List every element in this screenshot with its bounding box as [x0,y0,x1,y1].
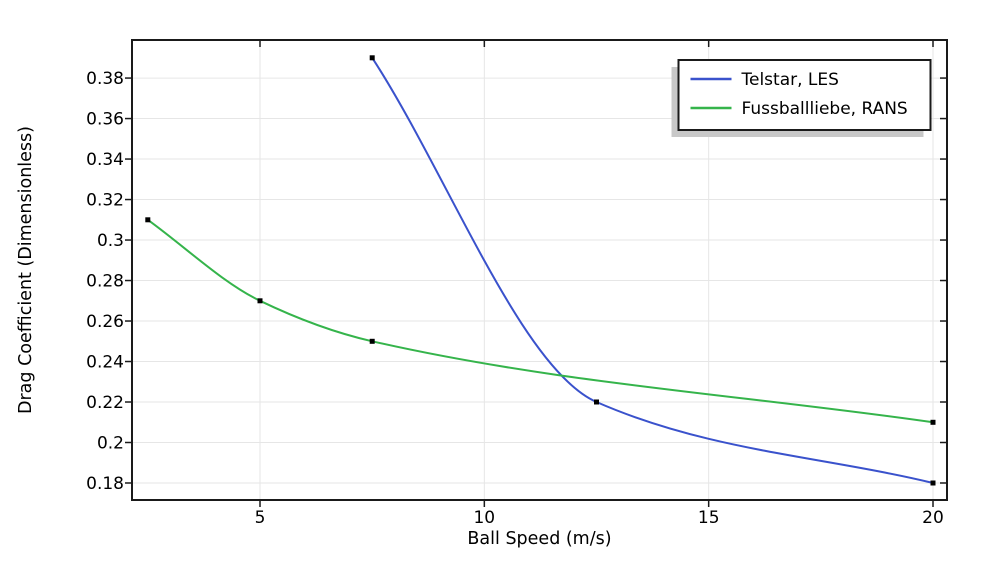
y-axis-label: Drag Coefficient (Dimensionless) [16,126,36,414]
data-marker [594,399,599,405]
legend-box [677,59,932,131]
y-tick-label: 0.38 [86,69,124,89]
y-tick-label: 0.3 [97,231,124,251]
data-marker [930,480,936,486]
data-marker [257,298,263,304]
x-tick-label: 15 [698,508,720,528]
data-point-markers [145,55,936,486]
y-tick-label: 0.32 [86,191,124,211]
y-tick-label: 0.36 [86,110,124,130]
y-tick-label: 0.28 [86,272,124,292]
data-marker [930,419,936,425]
y-tick-label: 0.2 [97,434,124,454]
y-tick-label: 0.22 [86,393,124,413]
x-tick-label: 20 [922,508,944,528]
axis-ticks [125,40,947,507]
data-marker [369,55,375,61]
legend: Telstar, LES Fussballliebe, RANS [671,59,932,137]
data-marker [369,338,375,344]
x-tick-label: 5 [255,508,266,528]
x-tick-label: 10 [473,508,495,528]
tick-labels: 5 10 15 20 0.38 0.36 0.34 0.32 0.3 0.28 0.26 0.24 0.… [86,69,944,528]
plot-frame [131,39,948,501]
y-tick-label: 0.26 [86,312,124,332]
y-tick-label: 0.24 [86,353,124,373]
y-tick-label: 0.18 [86,474,124,494]
y-tick-label: 0.34 [86,150,124,170]
data-marker [145,217,151,223]
plot-border [131,39,948,501]
legend-label-0: Telstar, LES [741,70,839,90]
gridlines [132,40,947,500]
legend-label-1: Fussballliebe, RANS [742,99,908,119]
x-axis-label: Ball Speed (m/s) [467,529,611,549]
